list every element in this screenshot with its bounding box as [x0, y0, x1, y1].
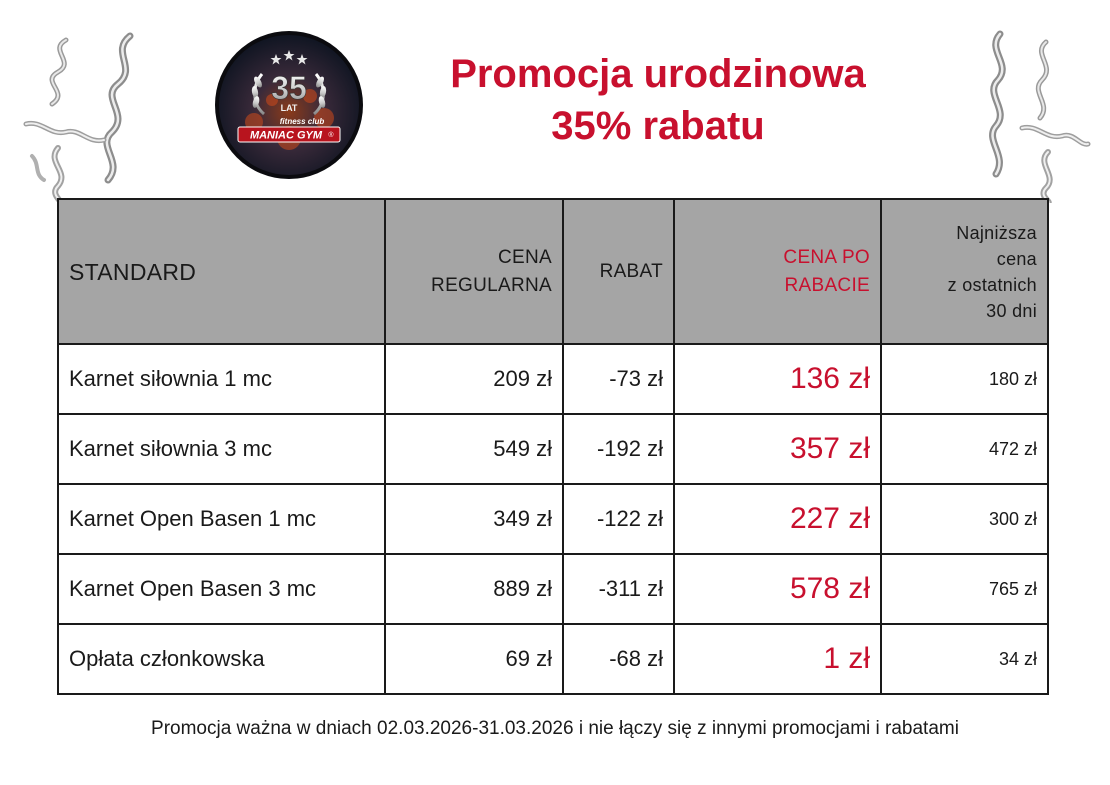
- headline-line-1: Promocja urodzinowa: [450, 52, 866, 96]
- row-discount: -73 zł: [562, 343, 675, 415]
- promo-terms-note: Promocja ważna w dniach 02.03.2026-31.03…: [151, 718, 959, 739]
- row-discount: -311 zł: [562, 553, 675, 625]
- row-name: Opłata członkowska: [57, 623, 386, 695]
- header-lowest-line: z ostatnich: [947, 274, 1037, 295]
- header-after-line: CENA PO: [783, 246, 870, 268]
- header-lowest-price: Najniższa cena z ostatnich 30 dni: [880, 198, 1049, 345]
- row-regular-price: 549 zł: [384, 413, 564, 485]
- header-regular-line: CENA: [498, 246, 552, 268]
- logo-brand: MANIAC GYM: [250, 130, 323, 142]
- row-discount: -122 zł: [562, 483, 675, 555]
- header-regular-price: CENA REGULARNA: [384, 198, 564, 345]
- logo-registered-mark: ®: [328, 131, 334, 139]
- row-price-after-discount: 357 zł: [673, 413, 882, 485]
- header-regular-line: REGULARNA: [431, 274, 552, 296]
- row-discount: -192 zł: [562, 413, 675, 485]
- header-lowest-line: cena: [996, 248, 1037, 269]
- row-price-after-discount: 227 zł: [673, 483, 882, 555]
- headline-line-2: 35% rabatu: [551, 104, 765, 148]
- row-name: Karnet Open Basen 1 mc: [57, 483, 386, 555]
- row-price-after-discount: 1 zł: [673, 623, 882, 695]
- row-lowest-price: 300 zł: [880, 483, 1049, 555]
- header-standard: STANDARD: [57, 198, 386, 345]
- row-name: Karnet siłownia 3 mc: [57, 413, 386, 485]
- row-lowest-price: 472 zł: [880, 413, 1049, 485]
- table-row: Karnet siłownia 3 mc 549 zł -192 zł 357 …: [57, 413, 1049, 485]
- table-row: Karnet Open Basen 1 mc 349 zł -122 zł 22…: [57, 483, 1049, 555]
- header-after-line: RABACIE: [784, 274, 870, 296]
- price-table: STANDARD CENA REGULARNA RABAT CENA PO RA…: [57, 198, 1049, 695]
- row-price-after-discount: 578 zł: [673, 553, 882, 625]
- row-regular-price: 69 zł: [384, 623, 564, 695]
- logo-tagline: fitness club: [280, 117, 325, 126]
- row-name: Karnet Open Basen 3 mc: [57, 553, 386, 625]
- promo-headline: Promocja urodzinowa 35% rabatu: [400, 48, 916, 152]
- table-row: Karnet siłownia 1 mc 209 zł -73 zł 136 z…: [57, 343, 1049, 415]
- header-price-after-discount: CENA PO RABACIE: [673, 198, 882, 345]
- row-discount: -68 zł: [562, 623, 675, 695]
- row-regular-price: 889 zł: [384, 553, 564, 625]
- header-lowest-line: Najniższa: [956, 222, 1037, 243]
- row-regular-price: 209 zł: [384, 343, 564, 415]
- logo-number: 35: [271, 70, 307, 106]
- table-row: Opłata członkowska 69 zł -68 zł 1 zł 34 …: [57, 623, 1049, 695]
- row-lowest-price: 34 zł: [880, 623, 1049, 695]
- header-discount-line: RABAT: [599, 260, 663, 282]
- row-name: Karnet siłownia 1 mc: [57, 343, 386, 415]
- table-header-row: STANDARD CENA REGULARNA RABAT CENA PO RA…: [57, 198, 1049, 345]
- header-lowest-line: 30 dni: [986, 300, 1037, 321]
- row-regular-price: 349 zł: [384, 483, 564, 555]
- row-lowest-price: 765 zł: [880, 553, 1049, 625]
- row-lowest-price: 180 zł: [880, 343, 1049, 415]
- gym-logo: 35 LAT fitness club MANIAC GYM ®: [215, 31, 363, 179]
- streamer-left-icon: [23, 32, 134, 208]
- logo-lat: LAT: [281, 103, 298, 113]
- row-price-after-discount: 136 zł: [673, 343, 882, 415]
- table-row: Karnet Open Basen 3 mc 889 zł -311 zł 57…: [57, 553, 1049, 625]
- streamer-right-icon: [989, 30, 1091, 203]
- header-discount: RABAT: [562, 198, 675, 345]
